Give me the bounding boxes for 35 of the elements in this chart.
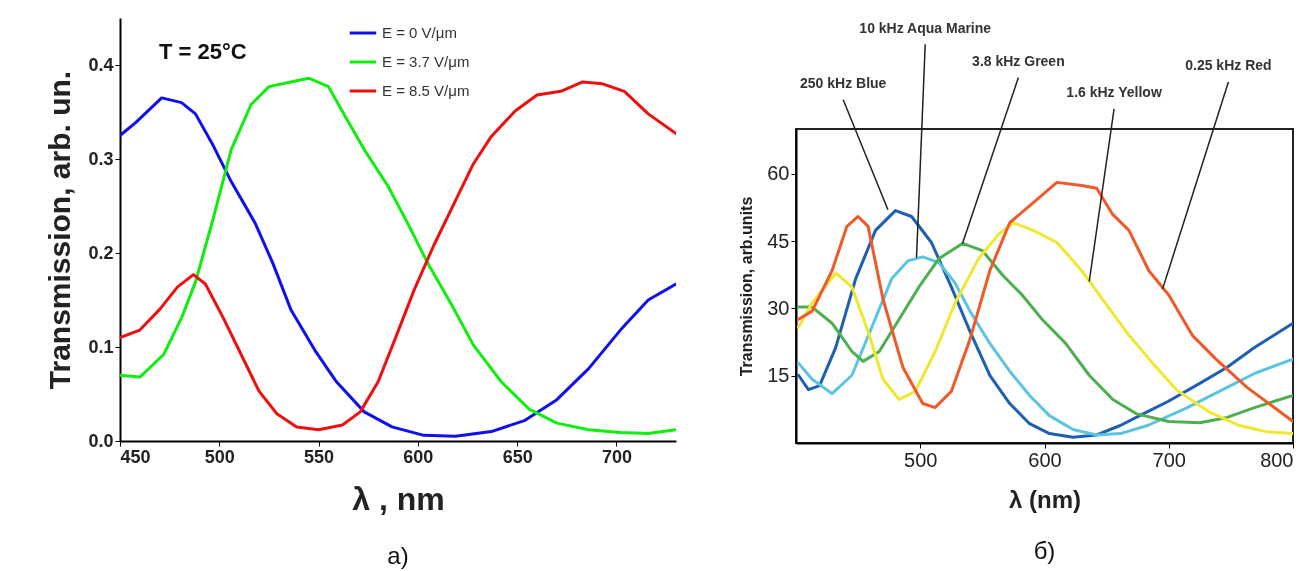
x-axis-title: λ (nm) (1009, 485, 1081, 513)
line-series (796, 180, 1293, 423)
y-axis-title: Transmission, arb.units (738, 196, 756, 377)
x-tick-label: 700 (1152, 448, 1186, 471)
annotation: 10 kHz Aqua Marine (859, 19, 992, 36)
y-tick-label: 0.1 (88, 336, 114, 357)
text: а) (387, 542, 409, 569)
x-tick-label: 550 (304, 446, 335, 467)
x-tick-label: 450 (120, 446, 151, 467)
y-tick-label: 60 (767, 162, 790, 185)
x-tick-label: 600 (1028, 448, 1062, 471)
y-tick-label: 45 (767, 229, 790, 252)
y-tick-label: 0.0 (88, 430, 114, 451)
y-tick-label: 0.4 (88, 54, 114, 75)
annotation: 250 kHz Blue (800, 75, 887, 92)
x-axis-title: λ , nm (352, 480, 445, 517)
annotation: 0.25 kHz Red (1185, 57, 1272, 74)
y-axis-title: Transmission, arb. un. (43, 70, 77, 390)
legend-label: E = 3.7 V/μm (381, 53, 470, 70)
legend-label: E = 0 V/μm (381, 24, 457, 41)
x-tick-label: 800 (1260, 448, 1294, 471)
x-tick-label: 700 (601, 446, 632, 467)
annotation: 1.6 kHz Yellow (1066, 84, 1162, 101)
annotation: 3.8 kHz Green (972, 52, 1065, 69)
x-tick-label: 650 (502, 446, 533, 467)
x-tick-label: 600 (403, 446, 434, 467)
legend-label: E = 8.5 V/μm (381, 82, 470, 99)
x-tick-label: 500 (204, 446, 235, 467)
text: б) (1033, 537, 1056, 564)
y-tick-label: 15 (767, 364, 790, 387)
annotation: T = 25°C (158, 38, 247, 64)
y-tick-label: 0.2 (88, 242, 114, 263)
y-tick-label: 30 (767, 296, 790, 319)
y-tick-label: 0.3 (88, 148, 114, 169)
x-tick-label: 500 (904, 448, 938, 471)
